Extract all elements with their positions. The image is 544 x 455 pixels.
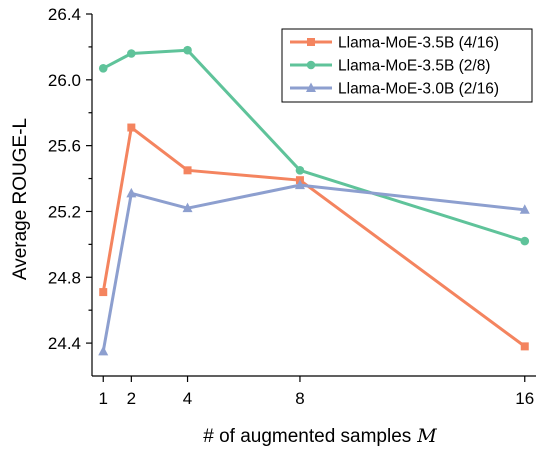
y-tick-label: 26.0 [48, 71, 81, 90]
circle-marker [520, 237, 529, 246]
series-line [103, 185, 525, 351]
x-axis-title-variable: M [416, 425, 437, 447]
circle-marker [183, 46, 192, 55]
triangle-marker [98, 346, 108, 356]
legend-label: Llama-MoE-3.0B (2/16) [338, 81, 499, 98]
x-tick-label: 8 [295, 389, 304, 408]
x-axis-title-text: # of augmented samples [203, 426, 411, 447]
legend: Llama-MoE-3.5B (4/16) Llama-MoE-3.5B (2/8… [282, 29, 532, 102]
square-marker [127, 124, 135, 132]
series-3 [98, 180, 530, 356]
square-marker [307, 38, 315, 46]
y-axis-ticks: 24.4 24.8 25.2 25.6 26.0 26.4 [48, 5, 92, 353]
legend-label: Llama-MoE-3.5B (2/8) [338, 58, 490, 75]
x-axis-title: # of augmented samples M [203, 425, 437, 447]
square-marker [184, 166, 192, 174]
circle-marker [127, 49, 136, 58]
legend-label: Llama-MoE-3.5B (4/16) [338, 35, 499, 52]
y-tick-label: 24.4 [48, 334, 81, 353]
series-line [103, 128, 525, 347]
x-tick-label: 2 [127, 389, 136, 408]
circle-marker [296, 166, 305, 175]
x-tick-label: 1 [99, 389, 108, 408]
square-marker [99, 288, 107, 296]
y-tick-label: 25.6 [48, 137, 81, 156]
x-tick-label: 16 [515, 389, 534, 408]
square-marker [521, 342, 529, 350]
y-tick-label: 26.4 [48, 5, 81, 24]
y-tick-label: 25.2 [48, 202, 81, 221]
triangle-marker [126, 188, 136, 198]
x-tick-label: 4 [183, 389, 192, 408]
series-1 [99, 124, 529, 351]
circle-marker [307, 61, 316, 70]
y-tick-label: 24.8 [48, 268, 81, 287]
circle-marker [99, 64, 108, 73]
y-axis-title: Average ROUGE-L [10, 118, 31, 280]
x-axis-ticks: 1 2 4 8 16 [99, 376, 535, 408]
